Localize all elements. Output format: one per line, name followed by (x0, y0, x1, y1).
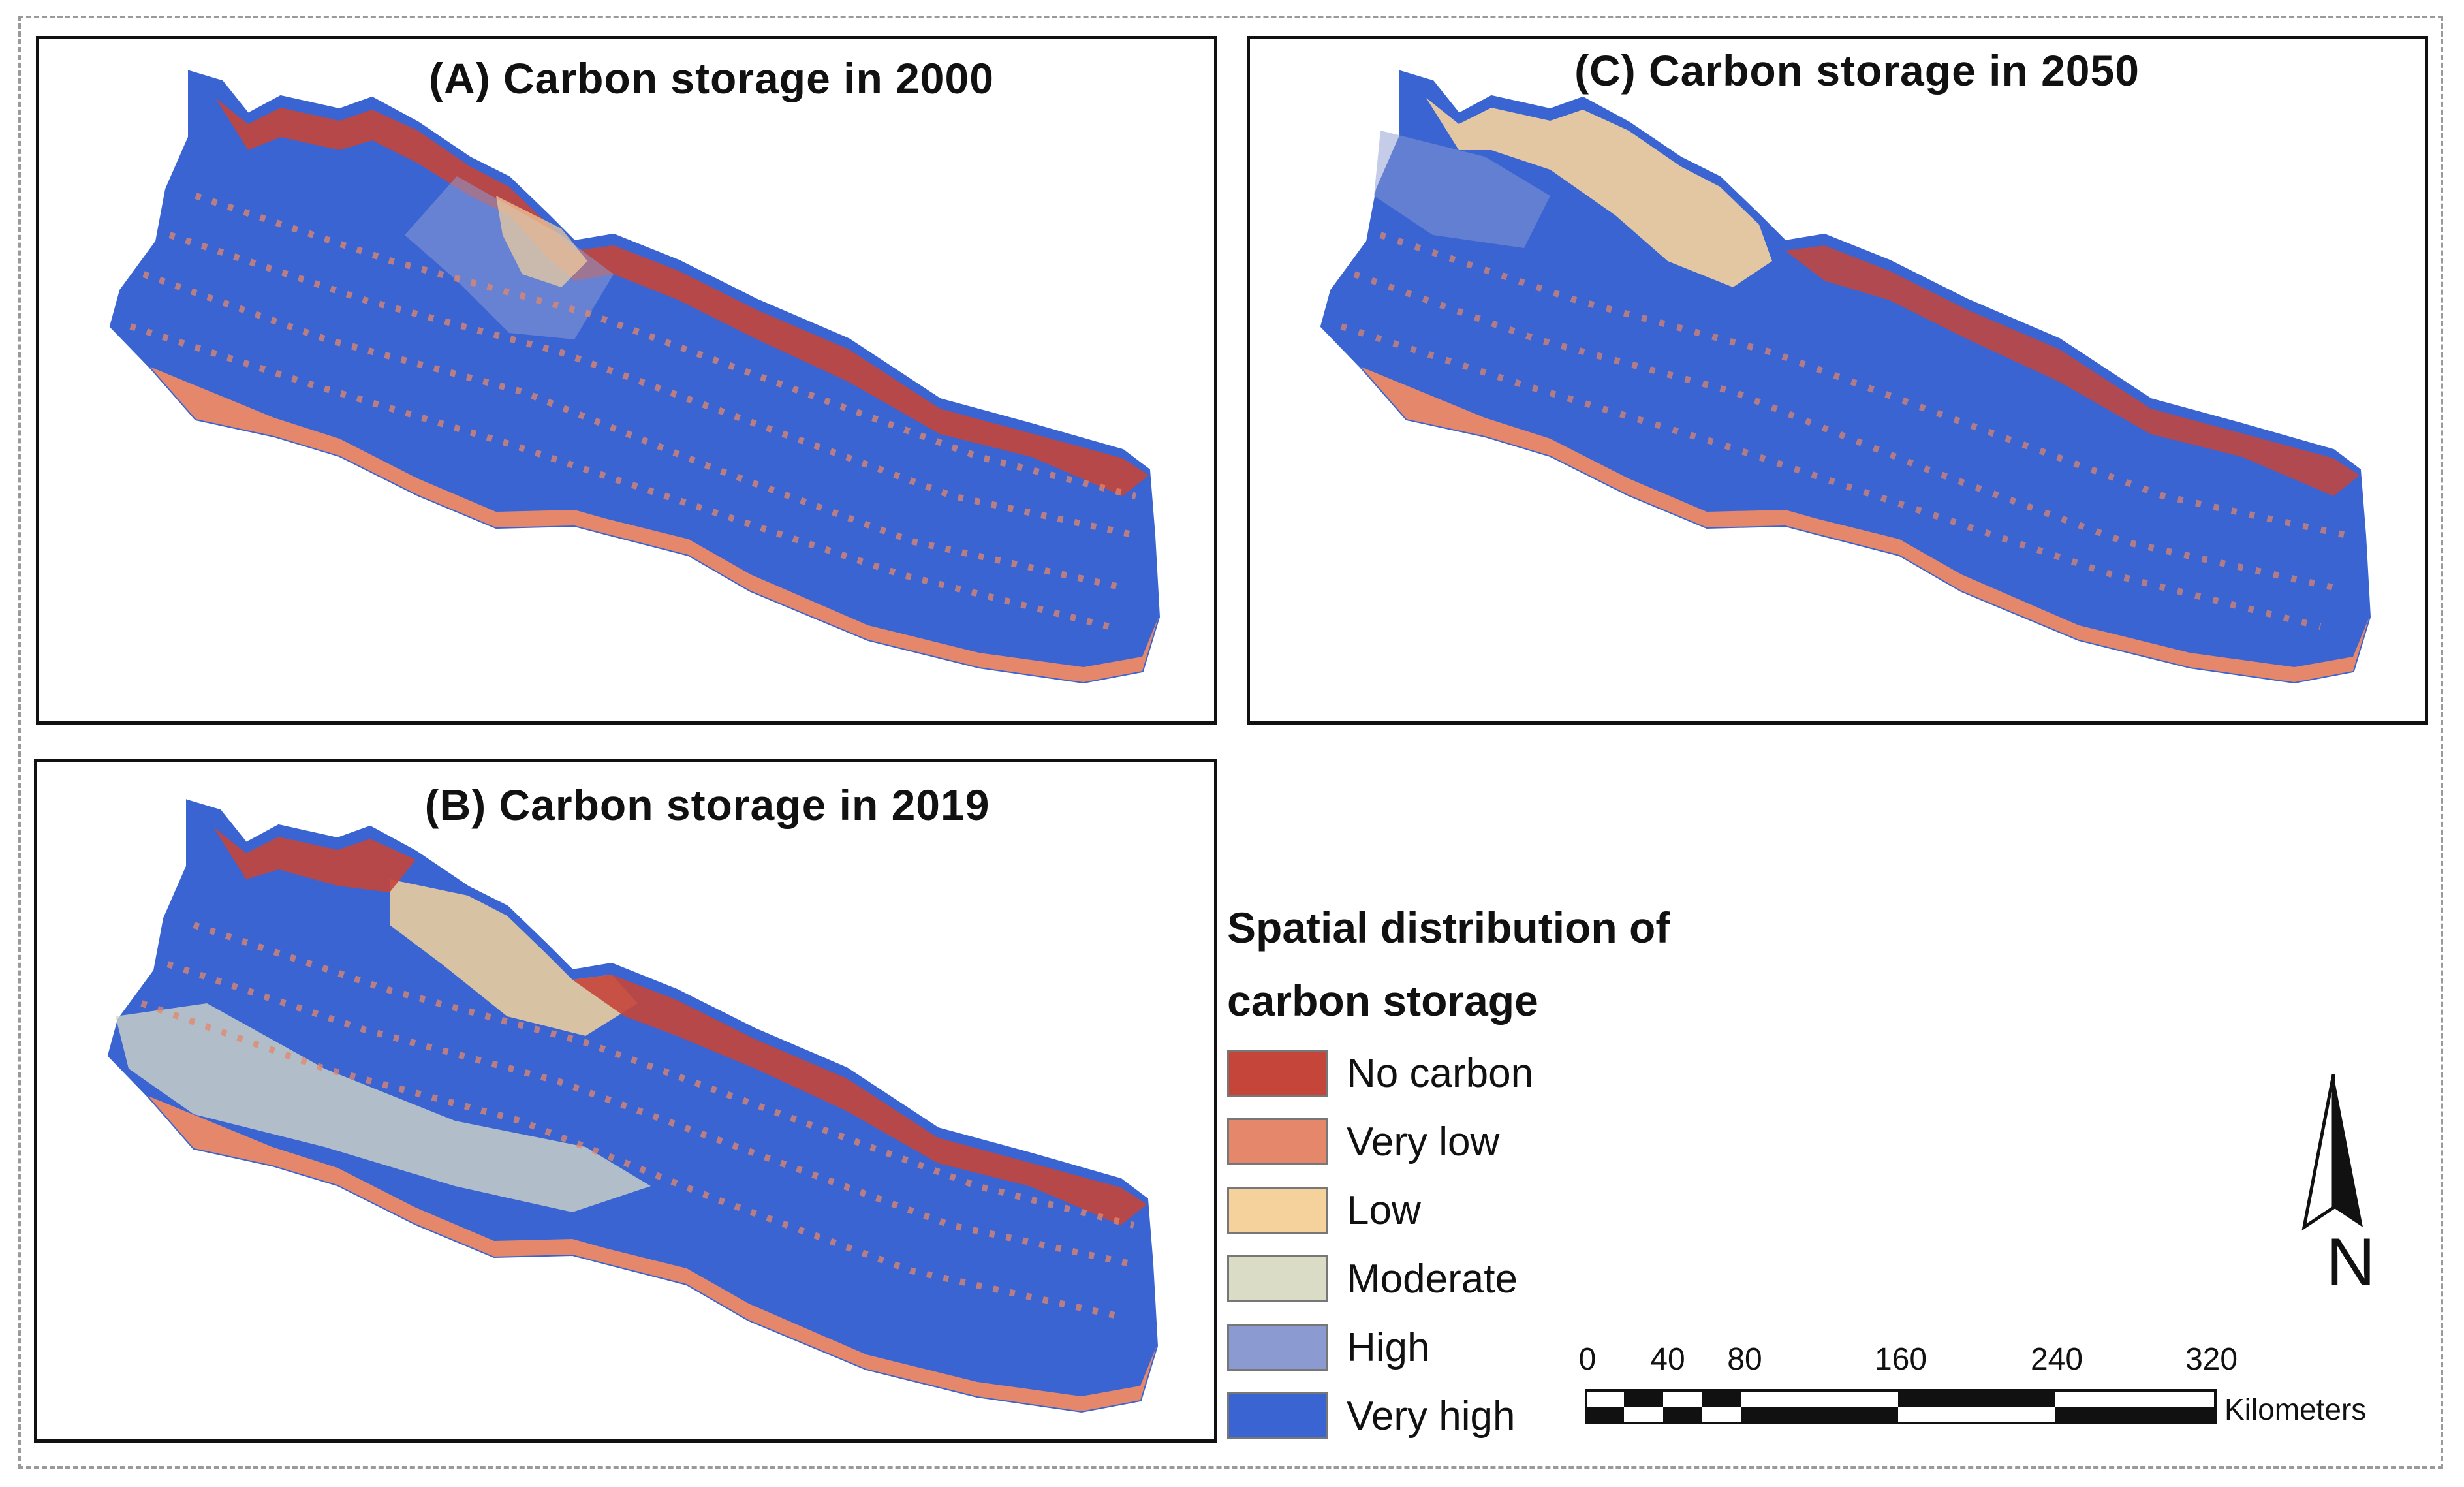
legend-swatch (1227, 1118, 1328, 1165)
map-panel-2050: (C) Carbon storage in 2050 (1247, 36, 2428, 725)
legend-label: Very low (1347, 1119, 1500, 1165)
legend-item-low: Low (1227, 1185, 1421, 1236)
legend-label: No carbon (1347, 1050, 1534, 1096)
legend-label: High (1347, 1324, 1430, 1370)
legend-swatch (1227, 1324, 1328, 1371)
north-arrow-dark-half (2333, 1074, 2363, 1227)
legend-swatch (1227, 1255, 1328, 1302)
scale-segment (1741, 1390, 1898, 1407)
scale-tick-label: 40 (1650, 1342, 1685, 1377)
scale-tick-label: 160 (1874, 1342, 1927, 1377)
high-zone (405, 176, 614, 339)
scale-segment (1898, 1407, 2055, 1423)
legend-item-very-low: Very low (1227, 1116, 1499, 1167)
scale-segment (1702, 1407, 1741, 1423)
scale-segment (1898, 1390, 2055, 1407)
scale-segment (1663, 1390, 1702, 1407)
moderate-zone (116, 1003, 651, 1212)
legend-item-high: High (1227, 1322, 1430, 1373)
scale-segment (1702, 1390, 1741, 1407)
nepal-map-2019 (107, 799, 1159, 1413)
high-zone (1374, 131, 1550, 248)
nepal-map-2000 (109, 70, 1161, 684)
low-zone (1426, 98, 1772, 287)
scale-tick-label: 240 (2030, 1342, 2083, 1377)
legend-swatch (1227, 1050, 1328, 1097)
very-low-speckle (140, 922, 1135, 1320)
himalaya-no-carbon (1785, 245, 2360, 496)
legend-item-very-high: Very high (1227, 1390, 1516, 1441)
legend-label: Moderate (1347, 1256, 1518, 1302)
scale-tick-label: 80 (1727, 1342, 1762, 1377)
scale-segment (1741, 1407, 1898, 1423)
legend-title: Spatial distribution of carbon storage (1227, 891, 1670, 1037)
panel-title: (A) Carbon storage in 2000 (429, 54, 994, 102)
map-panel-2019: (B) Carbon storage in 2019 (34, 759, 1217, 1443)
scale-tick-label: 320 (2185, 1342, 2238, 1377)
scale-segment (1586, 1407, 1624, 1423)
scale-segment (1624, 1407, 1663, 1423)
legend-title-line2: carbon storage (1227, 977, 1538, 1025)
north-arrow-icon (2301, 1074, 2363, 1231)
legend-label: Low (1347, 1187, 1421, 1233)
panel-title: (B) Carbon storage in 2019 (424, 781, 990, 829)
scale-segment (1586, 1390, 1624, 1407)
nepal-map-2050 (1320, 70, 2371, 684)
scale-tick-label: 0 (1578, 1342, 1597, 1377)
scale-segment (2055, 1407, 2215, 1423)
low-zone (496, 196, 587, 287)
legend-item-no-carbon: No carbon (1227, 1048, 1533, 1099)
low-zone (390, 879, 638, 1036)
scale-bar (1585, 1389, 2217, 1424)
map-panel-2000: (A) Carbon storage in 2000 (36, 36, 1217, 725)
scale-segment (1624, 1390, 1663, 1407)
panel-title: (C) Carbon storage in 2050 (1574, 46, 2140, 95)
scale-segment (1663, 1407, 1702, 1423)
nepal-outline (109, 70, 1161, 684)
himalaya-no-carbon (215, 98, 1149, 496)
very-low-speckle (1340, 232, 2348, 630)
legend-item-moderate: Moderate (1227, 1253, 1518, 1304)
north-label: N (2326, 1225, 2376, 1300)
scale-unit: Kilometers (2224, 1392, 2367, 1426)
scale-segment (2055, 1390, 2215, 1407)
legend-title-line1: Spatial distribution of (1227, 903, 1670, 952)
very-low-speckle (129, 193, 1137, 630)
legend-swatch (1227, 1187, 1328, 1234)
legend-label: Very high (1347, 1393, 1516, 1439)
legend-swatch (1227, 1392, 1328, 1439)
scale-bar-border (1585, 1389, 2217, 1424)
himalaya-no-carbon (213, 827, 1147, 1225)
north-arrow-light-half (2301, 1074, 2335, 1231)
figure-frame (18, 16, 2443, 1469)
